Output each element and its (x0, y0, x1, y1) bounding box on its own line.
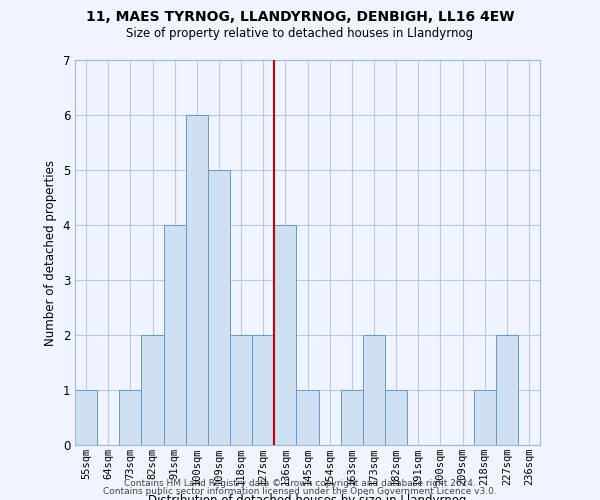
Bar (230, 335, 252, 445)
Bar (363, 335, 385, 445)
Bar (75, 390, 97, 445)
Bar (142, 335, 164, 445)
Text: Contains HM Land Registry data © Crown copyright and database right 2024.: Contains HM Land Registry data © Crown c… (124, 478, 476, 488)
Text: Contains public sector information licensed under the Open Government Licence v3: Contains public sector information licen… (103, 487, 497, 496)
Text: 11, MAES TYRNOG, LLANDYRNOG, DENBIGH, LL16 4EW: 11, MAES TYRNOG, LLANDYRNOG, DENBIGH, LL… (86, 10, 514, 24)
Bar (496, 335, 518, 445)
Bar (208, 170, 230, 445)
Bar (186, 115, 208, 445)
Y-axis label: Number of detached properties: Number of detached properties (44, 160, 57, 346)
Bar (473, 390, 496, 445)
Bar (252, 335, 274, 445)
Text: Size of property relative to detached houses in Llandyrnog: Size of property relative to detached ho… (127, 28, 473, 40)
Bar (385, 390, 407, 445)
Bar (296, 390, 319, 445)
Bar (164, 225, 186, 445)
Bar (341, 390, 363, 445)
Bar (274, 225, 296, 445)
X-axis label: Distribution of detached houses by size in Llandyrnog: Distribution of detached houses by size … (148, 494, 467, 500)
Bar (119, 390, 142, 445)
